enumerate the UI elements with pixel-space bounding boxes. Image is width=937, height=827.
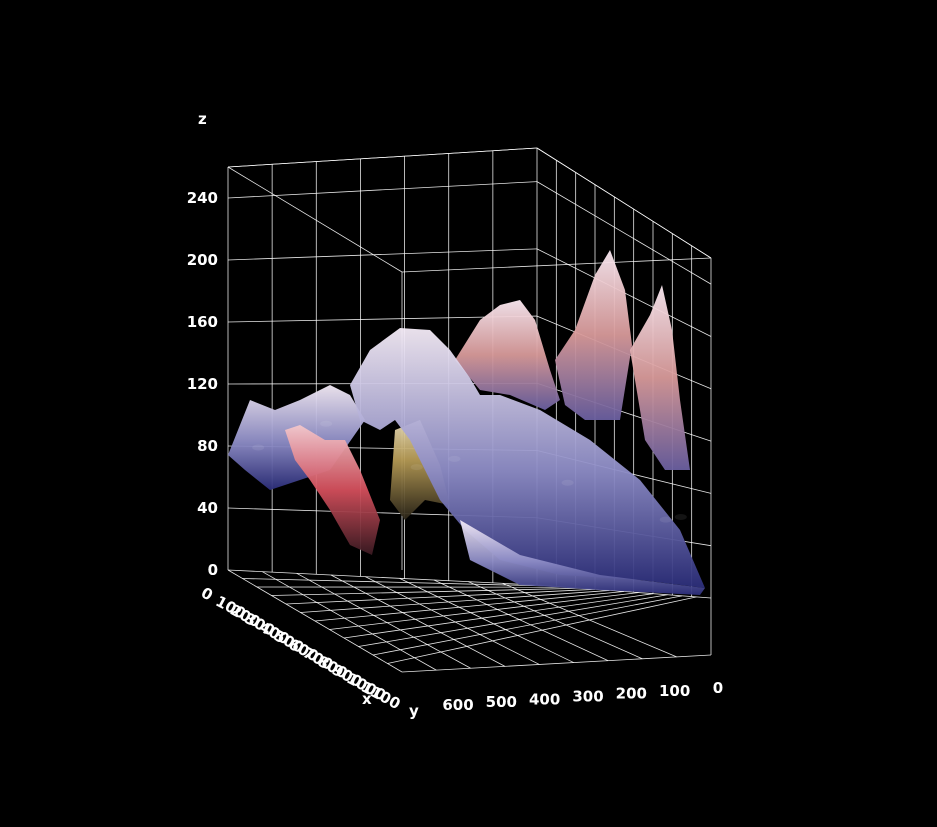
y-tick-label: 300 — [572, 688, 603, 706]
surface-highlight — [674, 514, 687, 521]
y-tick-label: 100 — [659, 682, 690, 700]
floor-gridline — [285, 588, 596, 605]
z-tick-label: 200 — [187, 251, 218, 269]
floor-gridline — [468, 581, 643, 660]
floor-gridline — [433, 579, 609, 662]
y-tick-label: 400 — [529, 690, 560, 708]
y-tick-label: 0 — [713, 679, 723, 697]
z-gridline — [227, 147, 538, 168]
z-axis-label: z — [198, 110, 207, 128]
x-axis-label: x — [362, 690, 372, 708]
z-tick-label: 160 — [187, 313, 218, 331]
z-gridline — [227, 248, 538, 261]
floor-edge — [401, 654, 712, 673]
floor-gridline — [372, 595, 683, 656]
floor-gridline — [262, 571, 437, 671]
z-tick-label: 240 — [187, 189, 218, 207]
surface-peak-center — [455, 300, 560, 410]
floor-gridline — [329, 592, 639, 630]
y-tick-label: 500 — [486, 693, 517, 711]
z-gridline — [227, 181, 538, 199]
z-tick-label: 40 — [197, 499, 218, 517]
z-gridline — [536, 181, 712, 285]
y-axis-label: y — [409, 702, 419, 720]
surface-peak-far-right — [630, 285, 690, 470]
floor-gridline — [300, 590, 610, 613]
z-tick-label: 120 — [187, 375, 218, 393]
y-tick-label: 600 — [442, 696, 473, 714]
z-gridline — [536, 147, 712, 259]
floor-gridline — [296, 572, 471, 669]
surface-highlight — [252, 444, 265, 451]
floor-gridline — [343, 593, 654, 639]
surface-highlight — [448, 455, 461, 462]
axis-edge — [227, 166, 403, 273]
floor-gridline — [502, 582, 677, 658]
surface-peak-right — [555, 250, 632, 420]
surface-ridge-gold — [390, 420, 450, 520]
surface-crest-front — [350, 328, 705, 588]
floor-gridline — [271, 587, 581, 596]
x-tick-label: 0 — [198, 584, 216, 605]
floor-gridline — [314, 591, 625, 622]
surface-highlight — [659, 516, 672, 523]
surface-mesh — [228, 250, 705, 595]
z-tick-label: 80 — [197, 437, 218, 455]
surface-highlight — [410, 464, 423, 471]
floor-gridline — [365, 576, 540, 665]
floor-gridline — [399, 577, 574, 663]
floor-gridline — [330, 574, 506, 667]
surface-highlight — [561, 479, 574, 486]
surface-valley-front — [460, 520, 705, 595]
floor-gridline — [242, 578, 552, 587]
z-gridline — [227, 569, 538, 586]
surface-highlight — [320, 420, 333, 427]
z-tick-label: 0 — [208, 561, 218, 579]
floor-gridline — [358, 594, 668, 647]
y-tick-label: 200 — [616, 685, 647, 703]
surface-ridge-red — [285, 425, 380, 555]
